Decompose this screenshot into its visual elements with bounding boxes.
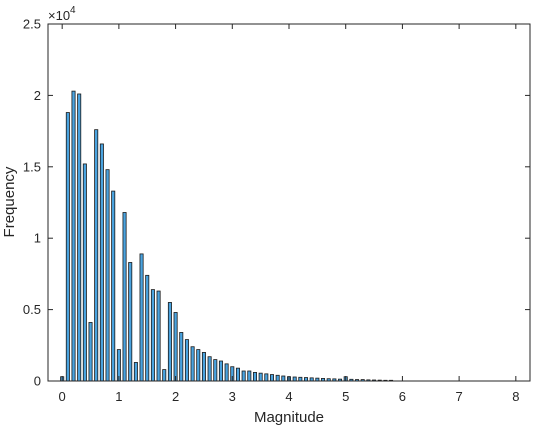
histogram-bar [150, 289, 155, 382]
histogram-bar [304, 377, 309, 382]
y-exponent-power: 4 [70, 5, 76, 16]
histogram-bar [71, 90, 76, 382]
histogram-bar [224, 363, 229, 382]
y-tick-label: 1 [34, 231, 41, 246]
histogram-bar [173, 312, 178, 382]
histogram-bar [207, 356, 212, 382]
y-exponent-base: ×10 [48, 8, 70, 23]
histogram-bar [247, 370, 252, 382]
histogram-bar [213, 359, 218, 382]
histogram-bar [184, 339, 189, 382]
x-tick-label: 6 [399, 389, 406, 404]
histogram-bar [264, 373, 269, 382]
histogram-bar [145, 274, 150, 382]
histogram-bar [258, 372, 263, 382]
y-tick-label: 0 [34, 374, 41, 389]
y-axis-label: Frequency [1, 166, 18, 237]
histogram-bar [298, 376, 303, 382]
histogram-bar [190, 346, 195, 382]
x-tick-label: 8 [512, 389, 519, 404]
histogram-bar [241, 370, 246, 382]
x-tick-label: 5 [342, 389, 349, 404]
x-tick-label: 4 [285, 389, 292, 404]
x-axis-label: Magnitude [254, 409, 324, 426]
histogram-bar [94, 129, 99, 382]
histogram-bar [82, 163, 87, 382]
histogram-bars [60, 90, 394, 382]
x-tick-label: 1 [115, 389, 122, 404]
histogram-bar [167, 302, 172, 382]
histogram-bar [275, 374, 280, 382]
histogram-bar [122, 212, 127, 382]
x-tick-label: 7 [456, 389, 463, 404]
x-tick-label: 2 [172, 389, 179, 404]
x-tick-label: 0 [59, 389, 66, 404]
histogram-bar [88, 322, 93, 382]
y-tick-label: 2 [34, 88, 41, 103]
histogram-bar [281, 375, 286, 382]
axis-ticks: 0 1 2 3 4 5 6 7 8 0 0.5 1 1.5 2 2.5 [23, 17, 530, 404]
histogram-bar [65, 112, 70, 382]
x-tick-label: 3 [229, 389, 236, 404]
histogram-bar [156, 290, 161, 382]
histogram-bar [201, 352, 206, 382]
histogram-bar [133, 362, 138, 382]
histogram-bar [139, 253, 144, 382]
histogram-bar [179, 332, 184, 382]
histogram-bar [196, 349, 201, 382]
y-tick-label: 1.5 [23, 159, 41, 174]
histogram-bar [218, 360, 223, 382]
histogram-bar [269, 374, 274, 382]
histogram-bar [105, 169, 110, 382]
y-tick-label: 0.5 [23, 302, 41, 317]
histogram-bar [99, 143, 104, 382]
histogram-bar [235, 367, 240, 382]
histogram-bar [111, 190, 116, 382]
histogram-bar [252, 372, 257, 382]
histogram-bar [292, 376, 297, 382]
y-tick-label: 2.5 [23, 17, 41, 32]
plot-area-frame [47, 23, 531, 382]
histogram-bar [128, 262, 133, 382]
histogram-bar [77, 93, 82, 382]
histogram-bar [162, 369, 167, 382]
